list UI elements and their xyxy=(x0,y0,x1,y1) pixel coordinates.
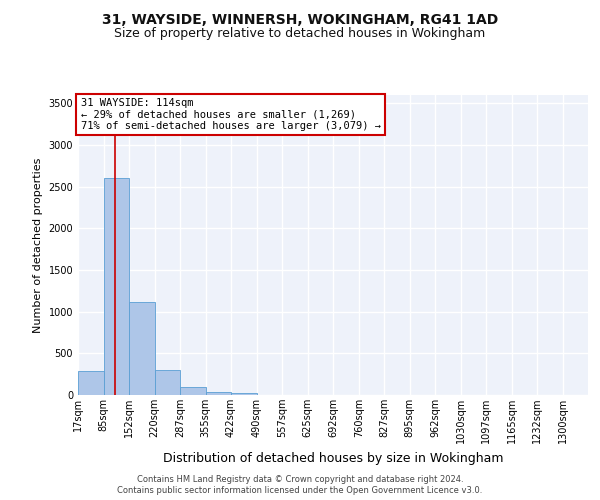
X-axis label: Distribution of detached houses by size in Wokingham: Distribution of detached houses by size … xyxy=(163,452,503,464)
Text: 31, WAYSIDE, WINNERSH, WOKINGHAM, RG41 1AD: 31, WAYSIDE, WINNERSH, WOKINGHAM, RG41 1… xyxy=(102,12,498,26)
Y-axis label: Number of detached properties: Number of detached properties xyxy=(33,158,43,332)
Bar xyxy=(206,392,232,395)
Bar xyxy=(180,386,206,395)
Text: Size of property relative to detached houses in Wokingham: Size of property relative to detached ho… xyxy=(115,28,485,40)
Bar xyxy=(104,178,130,395)
Bar xyxy=(129,302,155,395)
Bar xyxy=(78,371,104,395)
Bar xyxy=(155,370,181,395)
Bar xyxy=(231,394,257,395)
Text: 31 WAYSIDE: 114sqm
← 29% of detached houses are smaller (1,269)
71% of semi-deta: 31 WAYSIDE: 114sqm ← 29% of detached hou… xyxy=(80,98,380,131)
Text: Contains public sector information licensed under the Open Government Licence v3: Contains public sector information licen… xyxy=(118,486,482,495)
Text: Contains HM Land Registry data © Crown copyright and database right 2024.: Contains HM Land Registry data © Crown c… xyxy=(137,475,463,484)
